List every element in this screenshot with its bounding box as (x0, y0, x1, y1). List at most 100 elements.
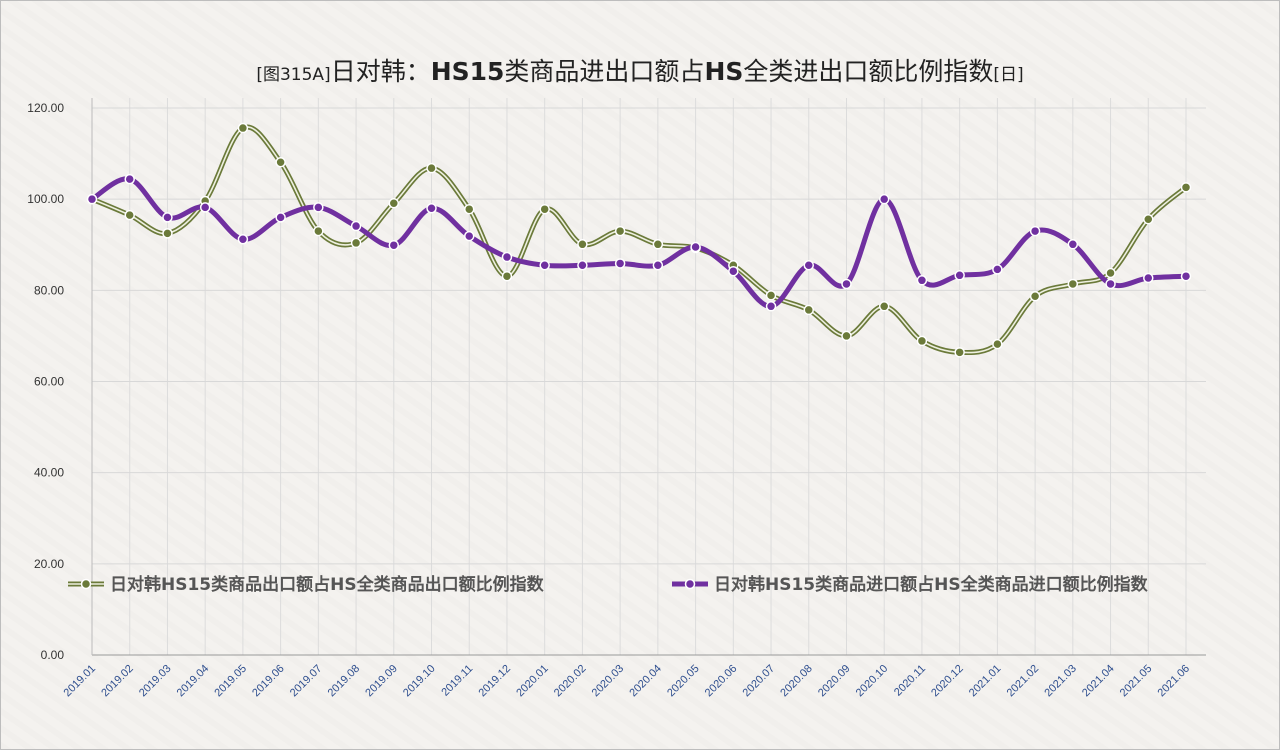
x-tick-label: 2021.05 (1118, 663, 1155, 700)
x-tick-label: 2021.04 (1080, 663, 1117, 700)
series-import-point (86, 193, 98, 205)
series-import-point (992, 264, 1003, 275)
series-export-point (237, 122, 249, 134)
x-tick-label: 2020.01 (514, 663, 551, 700)
legend-export-label: 日对韩HS15类商品出口额占HS全类商品出口额比例指数 (110, 574, 545, 595)
x-tick-label: 2019.06 (250, 663, 287, 700)
x-tick-label: 2019.07 (288, 663, 325, 700)
x-tick-label: 2021.03 (1042, 663, 1079, 700)
x-tick-label: 2019.10 (401, 663, 438, 700)
title-segment: [图315A] (256, 65, 331, 85)
series-export-point (350, 237, 362, 249)
legend-import-marker (684, 578, 696, 590)
y-tick-label: 20.00 (34, 557, 64, 571)
series-export-point (501, 270, 513, 282)
series-export-point (124, 209, 135, 221)
series-export-point (614, 225, 626, 237)
series-export-point (1143, 213, 1154, 225)
x-tick-label: 2020.10 (854, 663, 891, 700)
series-import-point (237, 234, 249, 245)
series-import-point (539, 260, 550, 271)
x-tick-label: 2021.02 (1005, 663, 1042, 700)
x-tick-label: 2020.06 (703, 663, 740, 700)
series-import-point (1067, 239, 1079, 250)
y-tick-label: 120.00 (27, 101, 64, 115)
title-segment: 日对韩： (330, 57, 431, 86)
x-tick-label: 2021.06 (1156, 663, 1193, 700)
x-tick-label: 2020.04 (627, 663, 664, 700)
series-import-point (652, 260, 664, 271)
chart-title: [图315A]日对韩：HS15类商品进出口额占HS全类进出口额比例指数[日] (0, 52, 1280, 88)
series-export-point (1180, 182, 1192, 193)
series-import-point (690, 241, 701, 253)
series-import-point (841, 278, 852, 290)
series-export-point (878, 301, 890, 312)
series-import-point (1029, 225, 1041, 237)
y-tick-label: 40.00 (34, 466, 64, 480)
legend-import-label: 日对韩HS15类商品进口额占HS全类商品进口额比例指数 (714, 574, 1149, 595)
x-tick-label: 2019.04 (175, 663, 212, 700)
y-tick-label: 60.00 (34, 375, 64, 389)
series-import-point (916, 275, 928, 286)
title-segment: 全类进出口额比例指数 (743, 57, 994, 86)
x-tick-label: 2020.03 (590, 663, 627, 700)
x-tick-label: 2020.08 (778, 663, 815, 700)
series-export-point (992, 338, 1003, 350)
title-segment: HS (704, 57, 744, 86)
series-export-point (388, 198, 400, 209)
title-segment: [日] (993, 65, 1024, 85)
series-export-point (1029, 291, 1041, 302)
x-tick-label: 2019.03 (137, 663, 174, 700)
series-export-point (162, 228, 173, 239)
series-import-point (1143, 272, 1154, 284)
title-segment: HS15 (430, 57, 505, 86)
series-export-point (275, 156, 286, 168)
x-tick-label: 2019.09 (363, 663, 400, 700)
series-import-point (313, 202, 324, 213)
series-export-point (1105, 267, 1116, 279)
series-import-point (878, 193, 890, 205)
x-tick-label: 2019.05 (212, 663, 249, 700)
x-tick-label: 2019.01 (62, 663, 99, 700)
x-tick-label: 2020.05 (665, 663, 702, 700)
series-import-point (162, 212, 173, 223)
title-segment: 类商品进出口额占 (504, 57, 705, 86)
series-import-point (275, 212, 286, 223)
y-tick-label: 80.00 (34, 283, 64, 297)
series-export-point (539, 203, 550, 215)
series-import-point (803, 260, 815, 271)
series-import-point (765, 301, 777, 312)
series-export-point (841, 330, 852, 342)
series-export-point (426, 162, 437, 174)
series-export-point (652, 239, 664, 250)
legend-export-marker (80, 578, 92, 590)
series-import-point (124, 173, 135, 185)
x-tick-label: 2019.12 (476, 663, 513, 700)
series-import-point (426, 203, 437, 214)
x-tick-label: 2019.11 (439, 663, 475, 699)
series-import-point (954, 270, 965, 281)
series-import-point (614, 258, 626, 269)
series-export-point (765, 290, 777, 301)
series-export-point (916, 335, 928, 347)
y-tick-label: 100.00 (27, 192, 64, 206)
series-import-point (1180, 270, 1192, 282)
series-export-point (577, 239, 588, 250)
series-export-point (1067, 278, 1079, 290)
series-import-point (728, 265, 739, 277)
series-import-point (501, 251, 513, 263)
x-tick-label: 2020.02 (552, 663, 589, 700)
series-export-point (463, 203, 475, 215)
series-import-point (199, 202, 211, 213)
x-tick-label: 2019.02 (99, 663, 136, 700)
series-import-line (90, 176, 1187, 309)
x-tick-label: 2020.11 (892, 663, 928, 699)
x-tick-label: 2019.08 (326, 663, 363, 700)
x-tick-label: 2021.01 (967, 663, 1004, 700)
series-export-point (803, 304, 815, 316)
x-tick-label: 2020.12 (929, 663, 966, 700)
series-export-point (313, 225, 324, 237)
series-import-point (350, 220, 362, 232)
